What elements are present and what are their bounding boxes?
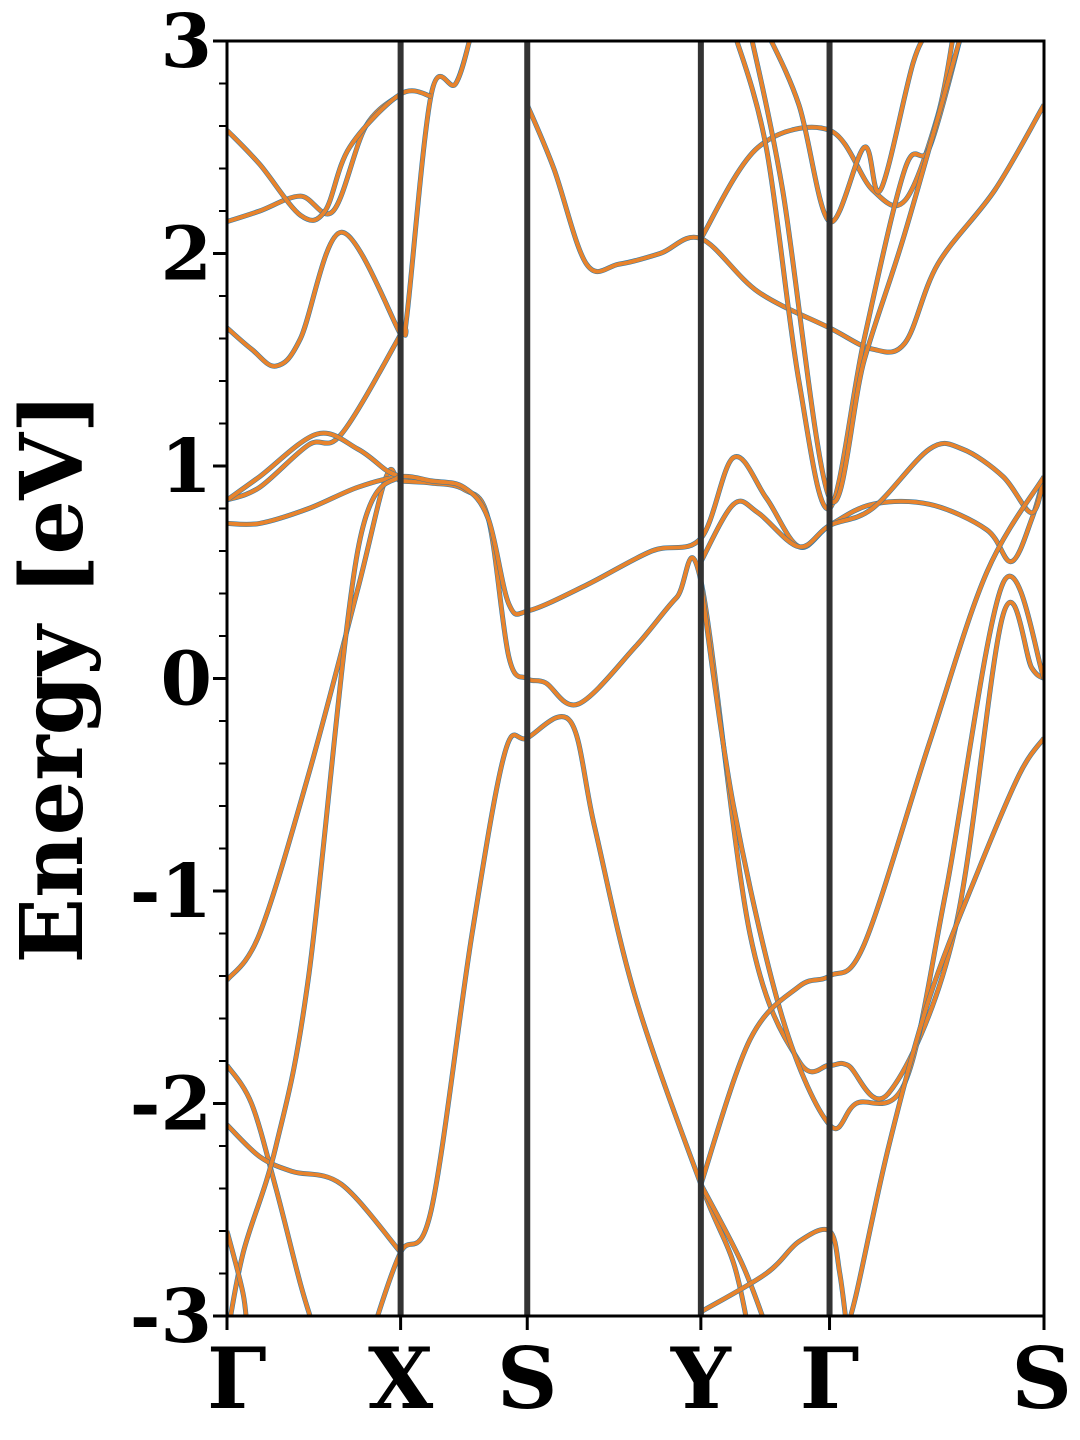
y-tick-label: 1 <box>161 424 213 510</box>
plot-frame <box>225 39 1046 1318</box>
y-tick-label: 3 <box>161 0 213 85</box>
band-line-a-19 <box>848 736 1044 1316</box>
band-line-2 <box>227 41 472 502</box>
x-tick-label: Γ <box>207 1329 267 1428</box>
y-axis-label: Energy [eV] <box>2 393 103 964</box>
band-line-14 <box>699 441 1044 563</box>
x-tick-label: X <box>368 1329 434 1428</box>
band-line-a-8 <box>227 1123 403 1254</box>
y-tick-label: 0 <box>161 637 213 723</box>
band-line-3 <box>227 431 402 502</box>
band-line-15 <box>698 574 1044 1131</box>
band-line-19 <box>848 736 1044 1316</box>
band-line-a-18 <box>699 1226 848 1316</box>
y-tick-label: -3 <box>130 1274 212 1360</box>
band-line-22 <box>769 41 925 224</box>
y-tick-label: 2 <box>161 212 213 298</box>
x-tick-label: S <box>497 1329 558 1428</box>
y-tick-label: -2 <box>130 1062 212 1148</box>
band-line-12 <box>525 103 1044 355</box>
y-axis: 3 2 1 0 -1 -2 -3 <box>130 0 227 1360</box>
band-line-4 <box>227 230 403 369</box>
band-line-7 <box>227 1064 313 1316</box>
band-line-8 <box>227 1123 403 1254</box>
band-line-9 <box>228 473 403 1316</box>
band-line-17 <box>699 1183 765 1316</box>
band-lines <box>227 41 1044 1316</box>
y-tick-label: -1 <box>130 849 212 935</box>
band-line-11 <box>375 714 748 1316</box>
band-line-20 <box>734 41 962 511</box>
x-tick-label: Γ <box>800 1329 860 1428</box>
band-line-21 <box>750 41 962 504</box>
band-line-10 <box>227 1230 249 1316</box>
band-line-0 <box>227 467 1044 1101</box>
k-point-lines <box>397 41 833 1316</box>
band-line-a-2 <box>227 41 472 503</box>
band-line-18 <box>699 1227 848 1316</box>
band-line-a-11 <box>374 714 749 1316</box>
band-line-a-9 <box>228 472 403 1316</box>
x-tick-label: Y <box>670 1329 732 1428</box>
band-line-16 <box>699 475 1044 1185</box>
x-tick-label: S <box>1011 1329 1072 1428</box>
